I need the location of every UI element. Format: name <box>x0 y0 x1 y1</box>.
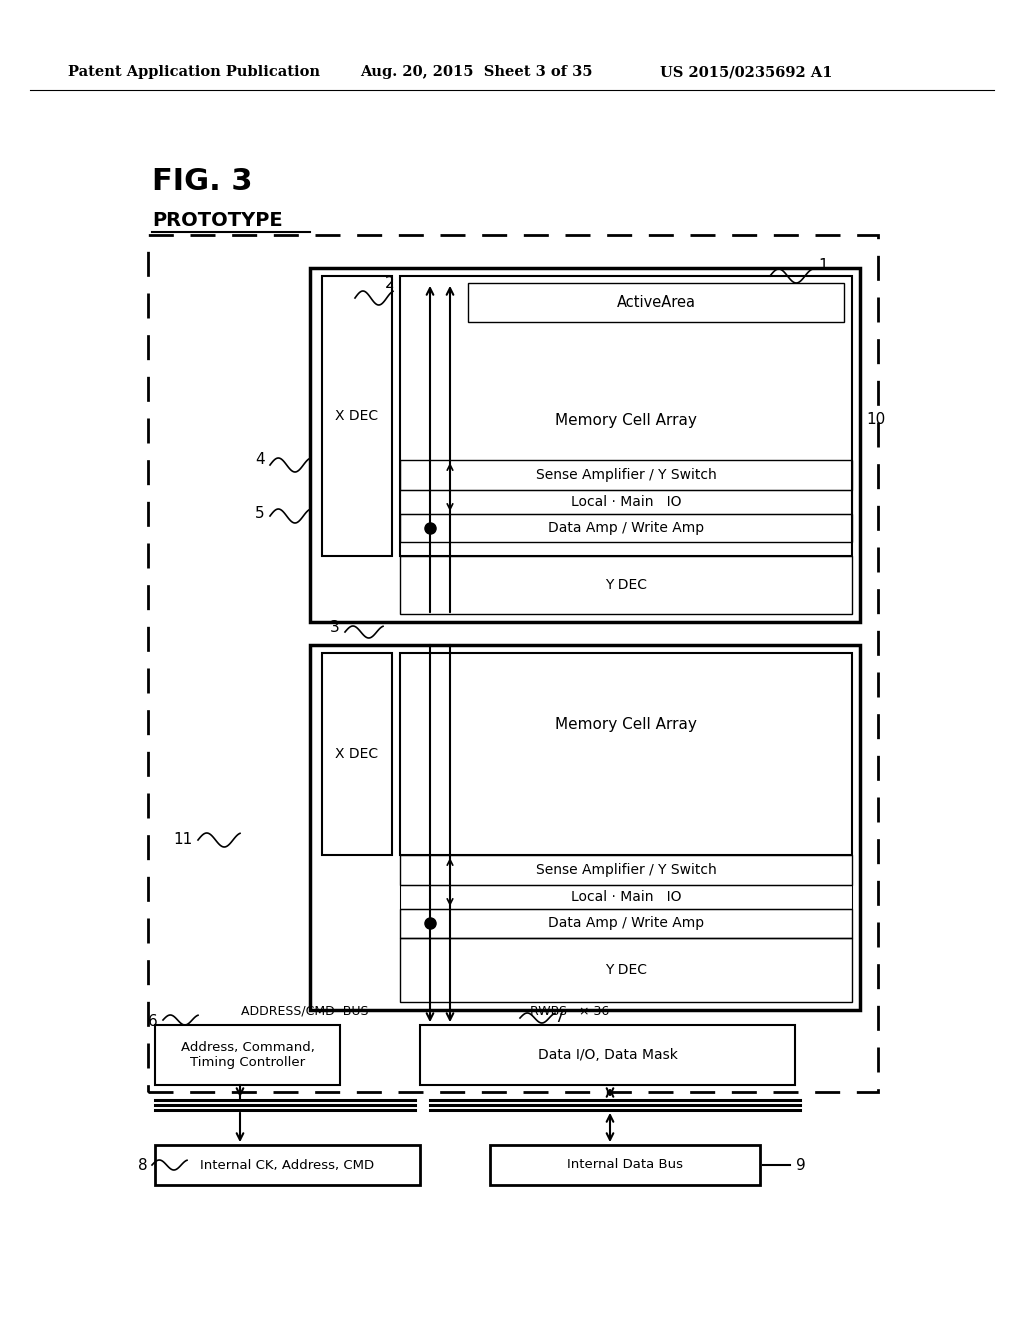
Text: Sense Amplifier / Y Switch: Sense Amplifier / Y Switch <box>536 469 717 482</box>
Text: Local · Main   IO: Local · Main IO <box>570 495 681 510</box>
Text: 11: 11 <box>174 833 193 847</box>
Text: X DEC: X DEC <box>336 747 379 762</box>
Text: Data Amp / Write Amp: Data Amp / Write Amp <box>548 916 705 931</box>
Text: Aug. 20, 2015  Sheet 3 of 35: Aug. 20, 2015 Sheet 3 of 35 <box>360 65 593 79</box>
Text: RWBS   × 36: RWBS × 36 <box>530 1005 609 1018</box>
Text: ADDRESS/CMD  BUS: ADDRESS/CMD BUS <box>242 1005 369 1018</box>
Bar <box>400 653 852 855</box>
Text: Local · Main   IO: Local · Main IO <box>570 890 681 904</box>
Bar <box>400 556 852 614</box>
Text: Patent Application Publication: Patent Application Publication <box>68 65 319 79</box>
Text: 8: 8 <box>138 1158 148 1172</box>
Bar <box>155 1144 420 1185</box>
Text: X DEC: X DEC <box>336 409 379 422</box>
Bar <box>155 1026 340 1085</box>
Text: 6: 6 <box>148 1015 158 1030</box>
Bar <box>490 1144 760 1185</box>
Text: Y DEC: Y DEC <box>605 964 647 977</box>
Text: 9: 9 <box>796 1158 806 1172</box>
Text: PROTOTYPE: PROTOTYPE <box>152 210 283 230</box>
Bar <box>400 490 852 513</box>
Bar <box>310 268 860 622</box>
Text: Internal CK, Address, CMD: Internal CK, Address, CMD <box>201 1159 375 1172</box>
Bar <box>400 909 852 939</box>
Text: Internal Data Bus: Internal Data Bus <box>567 1159 683 1172</box>
Bar <box>400 884 852 909</box>
Bar <box>400 855 852 884</box>
Bar <box>420 1026 795 1085</box>
Text: Data Amp / Write Amp: Data Amp / Write Amp <box>548 521 705 535</box>
Text: FIG. 3: FIG. 3 <box>152 168 253 197</box>
Bar <box>400 459 852 490</box>
Text: ActiveArea: ActiveArea <box>616 294 695 310</box>
Bar <box>322 276 392 556</box>
Text: 1: 1 <box>818 257 827 272</box>
Text: US 2015/0235692 A1: US 2015/0235692 A1 <box>660 65 833 79</box>
Bar <box>322 653 392 855</box>
Bar <box>400 276 852 556</box>
Text: 7: 7 <box>555 1011 564 1026</box>
Text: 3: 3 <box>331 620 340 635</box>
Text: Data I/O, Data Mask: Data I/O, Data Mask <box>538 1048 678 1063</box>
Bar <box>148 235 878 1092</box>
Text: 5: 5 <box>255 507 265 521</box>
Text: 4: 4 <box>255 453 265 467</box>
Text: 10: 10 <box>866 412 886 428</box>
Text: 2: 2 <box>385 276 394 290</box>
Text: Y DEC: Y DEC <box>605 578 647 591</box>
Bar <box>468 282 844 322</box>
Bar <box>310 645 860 1010</box>
Bar <box>400 513 852 543</box>
Bar <box>400 939 852 1002</box>
Text: Memory Cell Array: Memory Cell Array <box>555 412 697 428</box>
Text: Address, Command,
Timing Controller: Address, Command, Timing Controller <box>180 1041 314 1069</box>
Text: Sense Amplifier / Y Switch: Sense Amplifier / Y Switch <box>536 863 717 876</box>
Text: Memory Cell Array: Memory Cell Array <box>555 717 697 731</box>
